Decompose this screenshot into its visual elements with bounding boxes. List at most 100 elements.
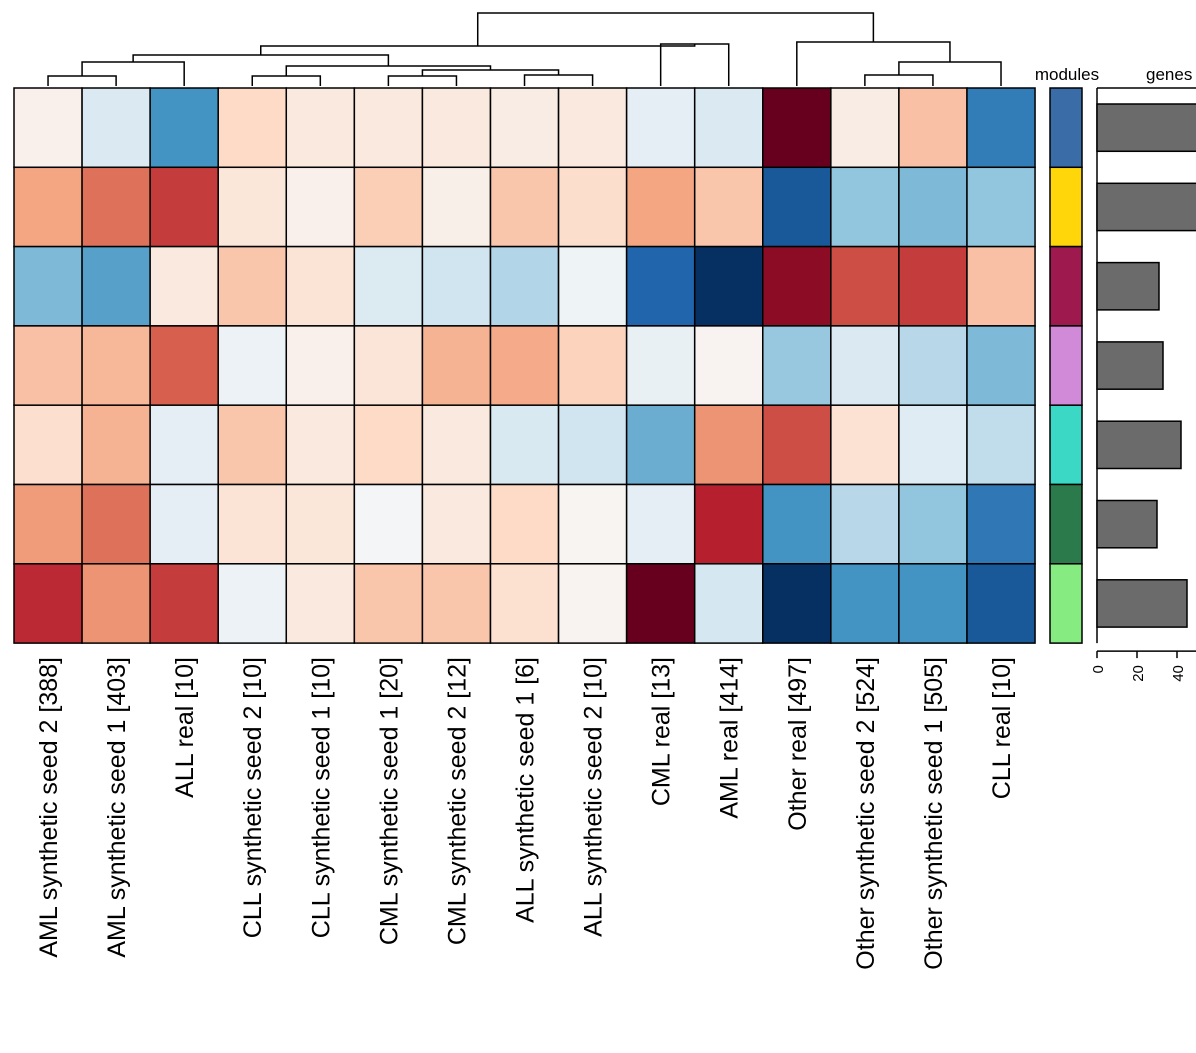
module-swatch — [1050, 247, 1082, 326]
module-swatch — [1050, 405, 1082, 484]
heatmap-cell — [899, 88, 967, 167]
heatmap-cell — [490, 405, 558, 484]
heatmap-cell — [14, 405, 82, 484]
heatmap-cell — [14, 485, 82, 564]
heatmap-cell — [559, 485, 627, 564]
heatmap-cell — [150, 405, 218, 484]
heatmap-cell — [627, 485, 695, 564]
heatmap-cell — [14, 167, 82, 246]
heatmap-cell — [695, 167, 763, 246]
column-label: CLL synthetic seed 1 [10] — [307, 657, 335, 938]
heatmap-cell — [218, 326, 286, 405]
heatmap-cell — [490, 88, 558, 167]
heatmap-cell — [150, 167, 218, 246]
heatmap-cell — [286, 326, 354, 405]
heatmap-cell — [14, 247, 82, 326]
heatmap-cell — [831, 405, 899, 484]
heatmap-figure: 0 20 40 AML synthetic seed 2 [388] AML synt… — [0, 0, 1196, 1053]
column-label: ALL synthetic seed 1 [6] — [512, 657, 540, 923]
column-label: Other synthetic seed 1 [505] — [920, 657, 948, 970]
heatmap-cell — [831, 247, 899, 326]
heatmap-cell — [422, 88, 490, 167]
heatmap-cell — [831, 485, 899, 564]
heatmap-cell — [627, 167, 695, 246]
module-swatch — [1050, 167, 1082, 246]
gene-count-bar — [1097, 104, 1196, 151]
heatmap-cell — [14, 88, 82, 167]
heatmap-cell — [899, 564, 967, 643]
heatmap-cell — [150, 247, 218, 326]
heatmap-cell — [354, 564, 422, 643]
dendrogram-link — [286, 66, 490, 76]
heatmap-cell — [286, 405, 354, 484]
heatmap-cell — [899, 247, 967, 326]
heatmap-cell — [627, 247, 695, 326]
gene-count-bar — [1097, 580, 1187, 627]
column-label: ALL real [10] — [171, 657, 199, 798]
column-label: CML synthetic seed 2 [12] — [443, 657, 471, 945]
heatmap-cell — [218, 485, 286, 564]
dendrogram-link — [252, 76, 320, 86]
heatmap-cell — [82, 88, 150, 167]
heatmap-cell — [354, 485, 422, 564]
heatmap-cell — [286, 564, 354, 643]
heatmap-cell — [354, 88, 422, 167]
heatmap-cell — [218, 247, 286, 326]
heatmap-cell — [218, 88, 286, 167]
column-dendrogram — [48, 13, 1001, 86]
heatmap-cell — [150, 326, 218, 405]
heatmap-cell — [286, 485, 354, 564]
heatmap-cell — [490, 564, 558, 643]
heatmap-cell — [559, 326, 627, 405]
column-label: ALL synthetic seed 2 [10] — [580, 657, 608, 937]
heatmap-cell — [218, 564, 286, 643]
column-label: CML synthetic seed 1 [20] — [375, 657, 403, 945]
heatmap-cell — [354, 326, 422, 405]
column-label: Other synthetic seed 2 [524] — [852, 657, 880, 970]
column-label: AML synthetic seed 2 [388] — [35, 657, 63, 958]
dendrogram-link — [797, 42, 950, 86]
genes-annotation-label: genes — [1146, 65, 1192, 84]
heatmap-cell — [967, 88, 1035, 167]
heatmap-cell — [695, 405, 763, 484]
heatmap-cell — [899, 405, 967, 484]
gene-count-bar — [1097, 342, 1163, 389]
heatmap-cell — [967, 564, 1035, 643]
heatmap-cell — [763, 564, 831, 643]
module-swatch — [1050, 88, 1082, 167]
module-color-bar — [1050, 88, 1082, 643]
heatmap-cell — [490, 247, 558, 326]
column-label: CLL real [10] — [988, 657, 1016, 799]
dendrogram-link — [133, 55, 388, 66]
heatmap-cell — [354, 247, 422, 326]
gene-count-bars: 0 20 40 — [1090, 88, 1196, 682]
heatmap-cell — [286, 167, 354, 246]
heatmap-cell — [422, 247, 490, 326]
heatmap-cell — [763, 167, 831, 246]
gene-count-bar — [1097, 263, 1159, 310]
heatmap-cell — [695, 88, 763, 167]
heatmap-cell — [695, 247, 763, 326]
heatmap-cell — [286, 247, 354, 326]
heatmap-cell — [695, 485, 763, 564]
module-swatch — [1050, 326, 1082, 405]
dendrogram-link — [661, 44, 729, 86]
dendrogram-link — [388, 76, 456, 86]
heatmap-cell — [695, 564, 763, 643]
heatmap-cell — [831, 88, 899, 167]
heatmap-cell — [763, 326, 831, 405]
modules-annotation-label: modules — [1035, 65, 1099, 84]
heatmap-cell — [82, 405, 150, 484]
heatmap-cell — [899, 167, 967, 246]
heatmap-cell — [82, 485, 150, 564]
heatmap-cell — [82, 247, 150, 326]
heatmap-cell — [82, 167, 150, 246]
column-label: CLL synthetic seed 2 [10] — [239, 657, 267, 938]
heatmap-cells — [14, 88, 1035, 643]
heatmap-cell — [559, 167, 627, 246]
heatmap-cell — [150, 88, 218, 167]
heatmap-cell — [763, 485, 831, 564]
dendrogram-link — [48, 76, 116, 86]
heatmap-cell — [82, 564, 150, 643]
dendrogram-link — [478, 13, 874, 46]
